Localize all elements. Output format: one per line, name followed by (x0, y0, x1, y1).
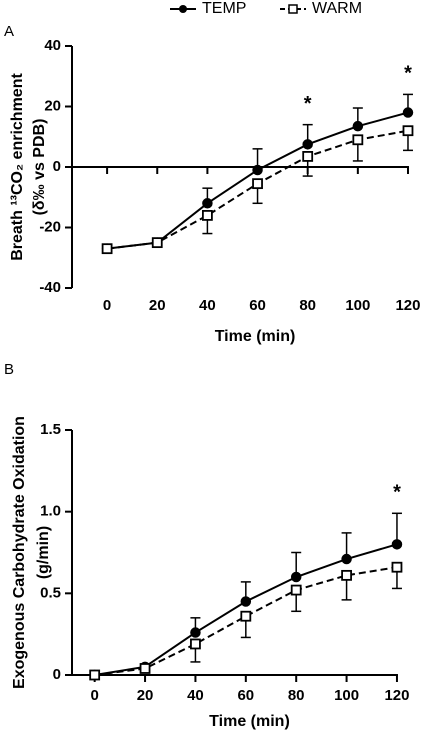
y-tick-label: 40 (44, 37, 61, 54)
marker (391, 539, 403, 550)
marker (352, 134, 364, 146)
x-tick-label: 120 (384, 687, 409, 704)
y-tick-label: 0.5 (40, 584, 61, 601)
legend-label: WARM (312, 0, 362, 17)
marker (89, 669, 101, 681)
marker (240, 610, 252, 622)
marker (302, 151, 314, 162)
significance-marker: * (404, 63, 412, 85)
marker (352, 120, 364, 132)
marker (391, 561, 403, 573)
y-axis-label: (g/min) (35, 526, 52, 579)
marker (101, 243, 113, 255)
marker (252, 178, 263, 190)
legend-label: TEMP (202, 0, 246, 17)
x-tick-label: 40 (199, 297, 216, 314)
marker (190, 627, 201, 638)
significance-marker: * (304, 93, 312, 115)
marker (201, 209, 213, 221)
panel-label: A (4, 23, 14, 40)
x-tick-label: 100 (345, 297, 370, 314)
marker (290, 584, 302, 596)
marker (202, 198, 213, 209)
legend-item: TEMP (170, 0, 246, 17)
y-axis-label: Breath ¹³CO₂ enrichment (9, 73, 26, 261)
marker (402, 107, 414, 118)
marker (341, 553, 352, 565)
significance-marker: * (393, 482, 401, 504)
marker (240, 596, 252, 607)
x-tick-label: 80 (288, 687, 305, 704)
x-tick-label: 20 (149, 297, 166, 314)
y-axis-label: (δ‰ vs PDB) (31, 119, 48, 216)
y-tick-label: -40 (39, 279, 61, 296)
x-tick-label: 20 (137, 687, 154, 704)
x-tick-label: 80 (299, 297, 316, 314)
y-tick-label: -20 (39, 218, 61, 235)
y-tick-label: 0 (53, 158, 61, 175)
legend-item: WARM (280, 0, 362, 17)
x-tick-label: 60 (249, 297, 266, 314)
y-tick-label: 1.5 (40, 421, 61, 438)
x-tick-label: 40 (187, 687, 204, 704)
series-line (94, 543, 398, 676)
marker (139, 663, 151, 674)
marker (252, 164, 263, 176)
marker (402, 125, 414, 137)
y-axis-label: Exogenous Carbohydrate Oxidation (11, 416, 28, 689)
x-tick-label: 0 (90, 687, 98, 704)
x-tick-label: 120 (395, 297, 420, 314)
marker (290, 571, 302, 583)
marker (151, 237, 163, 249)
x-tick-label: 60 (237, 687, 254, 704)
x-tick-label: 100 (334, 687, 359, 704)
x-axis-label: Time (min) (209, 713, 290, 730)
x-tick-label: 0 (103, 297, 111, 314)
marker (341, 569, 352, 581)
y-tick-label: 1.0 (40, 503, 61, 520)
marker (190, 638, 201, 650)
legend-marker (179, 5, 187, 13)
y-tick-label: 20 (44, 97, 61, 114)
x-axis-label: Time (min) (215, 328, 296, 345)
y-tick-label: 0 (53, 666, 61, 683)
panel-label: B (4, 361, 14, 378)
legend-marker (288, 4, 298, 14)
marker (302, 139, 313, 150)
